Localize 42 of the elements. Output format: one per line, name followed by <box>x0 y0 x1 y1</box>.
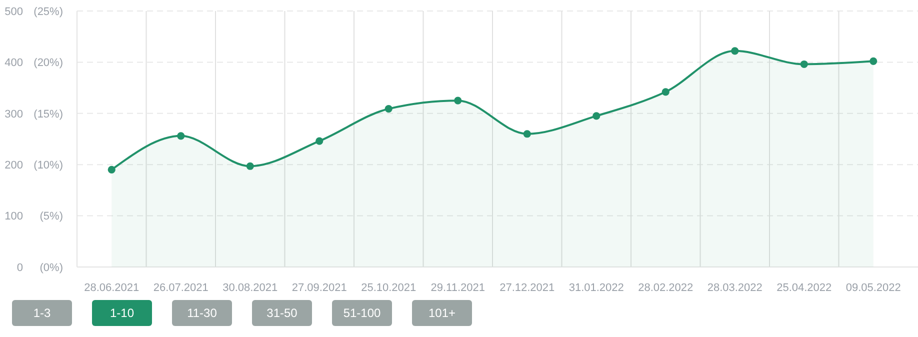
x-tick-label: 29.11.2021 <box>430 282 485 294</box>
y2-tick-label: (15%) <box>34 108 63 120</box>
point <box>662 88 670 96</box>
range-button: 51-100 <box>332 300 392 326</box>
x-tick-label: 26.07.2021 <box>153 282 208 294</box>
point <box>523 130 531 138</box>
point <box>316 137 324 145</box>
x-tick-label: 28.06.2021 <box>84 282 140 294</box>
y-tick-label: 100 <box>4 210 23 223</box>
y-tick-label: 500 <box>4 6 23 18</box>
range-button: 101+ <box>412 300 472 326</box>
point <box>246 162 254 170</box>
y2-tick-label: (25%) <box>34 6 63 18</box>
range-button: 1-10 <box>92 300 152 326</box>
range-button: 1-3 <box>12 300 72 326</box>
x-tick-label: 09.05.2022 <box>846 282 901 294</box>
point <box>870 57 878 65</box>
y-tick-label: 400 <box>4 57 23 70</box>
range-button: 11-30 <box>172 300 232 326</box>
x-tick-label: 25.04.2022 <box>776 282 832 294</box>
range-button: 31-50 <box>252 300 312 326</box>
x-tick-label: 28.03.2022 <box>707 282 762 294</box>
x-tick-label: 28.02.2022 <box>638 282 694 294</box>
point <box>800 60 808 68</box>
point <box>177 132 185 140</box>
point <box>731 47 739 55</box>
y2-tick-label: (5%) <box>40 210 63 223</box>
point <box>592 112 600 120</box>
point <box>384 104 392 113</box>
x-tick-label: 30.08.2021 <box>222 282 278 294</box>
point <box>108 166 116 174</box>
y-tick-label: 300 <box>4 108 23 120</box>
y-tick-label: 0 <box>16 262 23 274</box>
y2-tick-label: (20%) <box>34 57 63 70</box>
y2-tick-label: (10%) <box>34 159 63 172</box>
y2-tick-label: (0%) <box>40 262 63 274</box>
x-tick-label: 25.10.2021 <box>361 282 416 294</box>
x-tick-label: 27.09.2021 <box>292 282 347 294</box>
y-tick-label: 200 <box>4 159 23 172</box>
point <box>454 96 462 104</box>
x-tick-label: 27.12.2021 <box>500 282 555 294</box>
x-tick-label: 31.01.2022 <box>568 282 624 294</box>
